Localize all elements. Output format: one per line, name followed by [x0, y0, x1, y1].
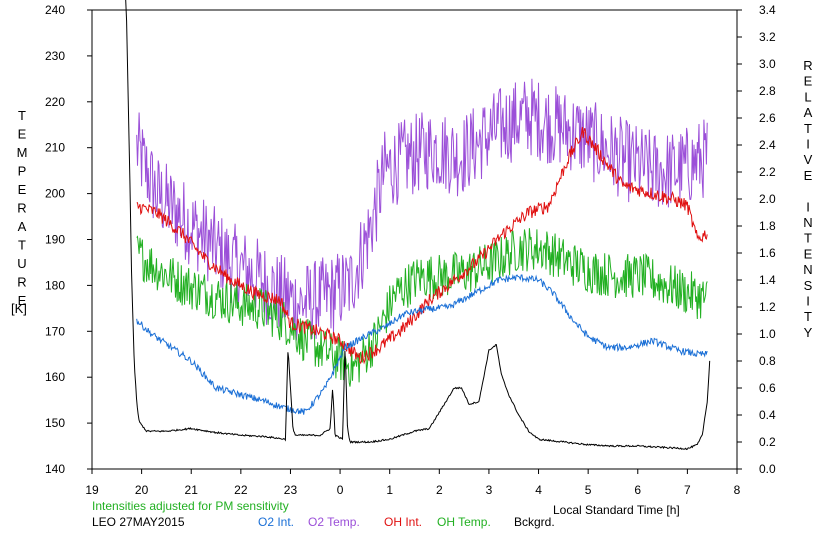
y-right-tick-label: 2.6 — [759, 111, 776, 125]
x-tick-label: 20 — [135, 483, 149, 497]
y-left-title-letter: E — [18, 182, 27, 197]
x-tick-label: 8 — [734, 483, 741, 497]
y-right-tick-label: 1.4 — [759, 273, 776, 287]
y-right-title-letter: T — [804, 121, 812, 136]
series-layer — [125, 0, 711, 451]
y-left-tick-label: 190 — [45, 233, 65, 247]
y-left-tick-label: 160 — [45, 370, 65, 384]
y-right-tick-label: 0.4 — [759, 408, 776, 422]
y-right-title-letter: S — [804, 278, 813, 293]
y-right-title-letter: Y — [804, 325, 813, 340]
y-right-tick-label: 1.6 — [759, 246, 776, 260]
y-left-tick-label: 150 — [45, 416, 65, 430]
y-left-title-letter: T — [18, 238, 26, 253]
x-tick-label: 21 — [185, 483, 199, 497]
series-line-o2-int — [136, 273, 708, 415]
y-right-tick-label: 1.0 — [759, 327, 776, 341]
y-right-title-letter: L — [804, 89, 811, 104]
y-right-title-letter: I — [806, 294, 810, 309]
series-line-oh-temp — [136, 228, 708, 387]
y-right-tick-label: 3.4 — [759, 3, 776, 17]
axes-layer: 19 20 21 22 23 0 1 2 3 4 5 6 7 8140150160170180190200… — [17, 3, 813, 497]
y-left-title-letter: P — [18, 164, 27, 179]
y-right-tick-label: 2.8 — [759, 84, 776, 98]
station-date: LEO 27MAY2015 — [92, 515, 185, 529]
y-left-tick-label: 140 — [45, 462, 65, 476]
y-left-tick-label: 230 — [45, 49, 65, 63]
y-left-tick-label: 200 — [45, 187, 65, 201]
y-right-tick-label: 2.2 — [759, 165, 776, 179]
y-right-tick-label: 0.0 — [759, 462, 776, 476]
y-left-title-letter: T — [18, 108, 26, 123]
x-tick-label: 19 — [85, 483, 99, 497]
x-tick-label: 4 — [535, 483, 542, 497]
y-left-title-letter: E — [18, 293, 27, 308]
y-right-title-letter: T — [804, 231, 812, 246]
series-line-oh-int — [136, 126, 708, 365]
y-right-title-letter: A — [804, 105, 813, 120]
y-left-tick-label: 210 — [45, 141, 65, 155]
sensitivity-note: Intensities adjusted for PM sensitivity — [92, 499, 289, 513]
y-left-title-letter: A — [18, 219, 27, 234]
legend-item: OH Int. — [384, 515, 422, 529]
legend: O2 Int. O2 Temp. OH Int. OH Temp. Bckgrd. — [258, 515, 555, 529]
y-left-title-letter: R — [17, 201, 26, 216]
y-left-title-letter: E — [18, 127, 27, 142]
y-left-tick-label: 240 — [45, 3, 65, 17]
x-tick-label: 1 — [386, 483, 393, 497]
x-tick-label: 6 — [634, 483, 641, 497]
y-left-tick-label: 220 — [45, 95, 65, 109]
left-axis-unit: [K] — [11, 301, 27, 316]
y-right-title-letter: N — [803, 262, 812, 277]
y-right-title-letter: I — [806, 199, 810, 214]
y-right-tick-label: 3.2 — [759, 30, 776, 44]
y-right-tick-label: 2.0 — [759, 192, 776, 206]
y-right-title-letter: N — [803, 215, 812, 230]
y-left-title-letter: R — [17, 275, 26, 290]
y-right-title-letter: E — [804, 74, 813, 89]
x-tick-label: 5 — [585, 483, 592, 497]
x-tick-label: 3 — [486, 483, 493, 497]
y-right-title-letter: R — [803, 58, 812, 73]
x-axis-label: Local Standard Time [h] — [553, 503, 680, 517]
x-tick-label: 2 — [436, 483, 443, 497]
legend-item: Bckgrd. — [514, 515, 555, 529]
legend-item: O2 Temp. — [308, 515, 360, 529]
x-tick-label: 0 — [337, 483, 344, 497]
series-line-o2-temp — [136, 78, 708, 341]
y-left-tick-label: 180 — [45, 278, 65, 292]
y-right-title-letter: E — [804, 246, 813, 261]
y-left-title-letter: M — [17, 145, 28, 160]
legend-item: O2 Int. — [258, 515, 294, 529]
y-right-title-letter: I — [806, 137, 810, 152]
y-right-tick-label: 0.6 — [759, 381, 776, 395]
y-right-tick-label: 0.2 — [759, 435, 776, 449]
y-right-title-letter: V — [804, 152, 813, 167]
legend-item: OH Temp. — [437, 515, 491, 529]
y-right-tick-label: 3.0 — [759, 57, 776, 71]
x-tick-label: 7 — [684, 483, 691, 497]
y-left-tick-label: 170 — [45, 324, 65, 338]
y-right-tick-label: 1.2 — [759, 300, 776, 314]
y-right-title-letter: T — [804, 309, 812, 324]
x-tick-label: 22 — [234, 483, 248, 497]
series-line-bckgrd — [125, 0, 711, 451]
y-right-tick-label: 2.4 — [759, 138, 776, 152]
y-right-tick-label: 0.8 — [759, 354, 776, 368]
y-right-tick-label: 1.8 — [759, 219, 776, 233]
y-left-title-letter: U — [17, 256, 26, 271]
y-right-title-letter: E — [804, 168, 813, 183]
x-tick-label: 23 — [284, 483, 298, 497]
